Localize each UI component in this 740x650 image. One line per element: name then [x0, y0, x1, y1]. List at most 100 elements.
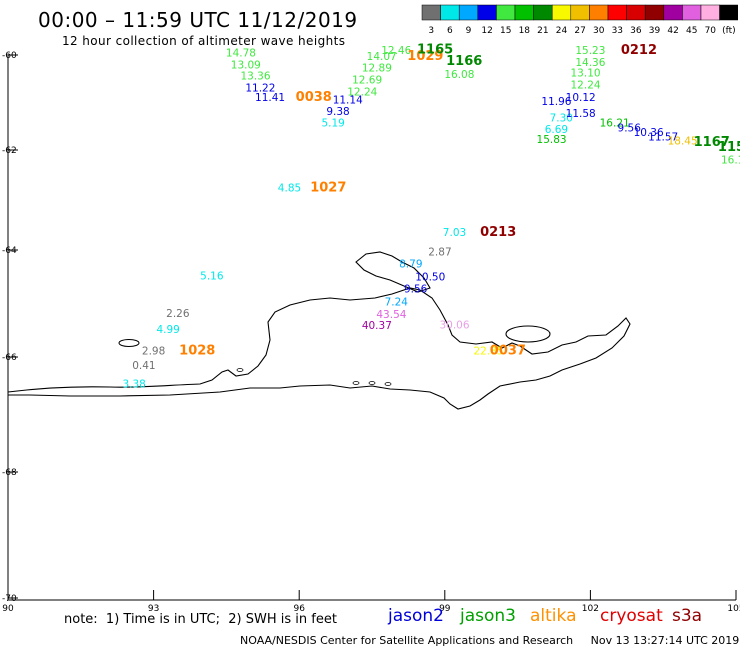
x-tick-label: 96 — [293, 604, 305, 614]
wave-height-label: 10.12 — [566, 92, 596, 104]
wave-height-label: 15.23 — [575, 45, 605, 57]
wave-height-label: 12.24 — [347, 86, 377, 98]
wave-height-label: 43.54 — [376, 309, 406, 321]
wave-height-label: 6.69 — [545, 124, 568, 136]
legend-cryosat: cryosat — [600, 606, 663, 626]
colorbar-label: 9 — [466, 26, 472, 36]
pass-time-label: 1028 — [179, 343, 215, 358]
wave-height-label: 2.26 — [166, 308, 190, 320]
wave-height-label: 7.30 — [550, 113, 573, 125]
wave-height-label: 10.50 — [415, 271, 445, 283]
wave-height-label: 11.14 — [333, 94, 363, 106]
wave-height-label: 9.56 — [618, 122, 642, 134]
legend-altika: altika — [530, 606, 577, 626]
colorbar-label: (ft) — [722, 26, 736, 36]
islet-outline — [236, 368, 244, 372]
wave-height-label: 12.46 — [381, 45, 411, 57]
islet-outline — [368, 381, 376, 385]
colorbar-label: 12 — [481, 26, 492, 36]
chart-title: 00:00 – 11:59 UTC 11/12/2019 — [38, 8, 358, 32]
wave-height-label: 9.38 — [326, 106, 349, 118]
wave-height-label: 13.36 — [240, 71, 270, 83]
y-tick-label: -66 — [2, 353, 17, 363]
colorbar-label: 45 — [686, 26, 697, 36]
wave-height-label: 5.16 — [200, 270, 224, 282]
y-tick-label: -62 — [2, 146, 17, 156]
wave-height-label: 12.89 — [362, 63, 392, 75]
wave-height-label: 7.24 — [385, 297, 409, 309]
wave-height-label: 2.98 — [142, 345, 165, 357]
credit-line: NOAA/NESDIS Center for Satellite Applica… — [240, 634, 740, 647]
wave-height-label: 11.96 — [541, 96, 571, 108]
x-tick-label: 93 — [148, 604, 159, 614]
wave-height-label: 14.07 — [367, 51, 397, 63]
y-tick-label: -60 — [2, 51, 17, 61]
pass-time-label: 1167 — [694, 135, 730, 150]
islet-outline — [384, 382, 392, 386]
wave-height-label: 0.41 — [132, 360, 155, 372]
colorbar-label: 27 — [574, 26, 585, 36]
x-tick-label: 105 — [727, 604, 740, 614]
colorbar-label: 70 — [705, 26, 717, 36]
island-outline — [505, 325, 551, 343]
colorbar-label: 3 — [428, 26, 434, 36]
colorbar-swatch — [719, 4, 738, 21]
pass-time-label: 1029 — [407, 49, 443, 64]
pass-time-label: 0038 — [296, 90, 332, 105]
colorbar-label: 33 — [612, 26, 623, 36]
colorbar-legend: 3 6 9 12 15 18 21 24 27 30 33 36 39 42 45 70 (ft) — [421, 4, 738, 36]
wave-height-label: 22.85 — [473, 345, 503, 357]
y-tick-label: -68 — [2, 468, 17, 478]
wave-height-label: 11.41 — [255, 92, 285, 104]
pass-time-label: 0213 — [480, 225, 516, 240]
island-outline — [355, 251, 431, 293]
wave-height-label: 13.10 — [571, 67, 601, 79]
wave-height-label: 5.19 — [321, 117, 344, 129]
y-tick-label: -64 — [2, 246, 17, 256]
wave-height-label: 18.45 — [668, 135, 698, 147]
colorbar-label: 6 — [447, 26, 453, 36]
footnote: note: 1) Time is in UTC; 2) SWH is in fe… — [64, 612, 337, 627]
wave-height-label: 4.99 — [156, 324, 179, 336]
wave-height-label: 16.08 — [444, 69, 474, 81]
colorbar-label: 42 — [667, 26, 678, 36]
pass-time-label: 0037 — [490, 343, 526, 358]
wave-height-label: 2.87 — [428, 246, 451, 258]
legend-s3a: s3a — [672, 606, 703, 626]
pass-time-label: 1157 — [718, 140, 740, 155]
wave-height-label: 15.83 — [537, 134, 567, 146]
chart-subtitle: 12 hour collection of altimeter wave hei… — [62, 34, 346, 48]
wave-height-label: 30.06 — [439, 320, 469, 332]
legend-jason2: jason2 — [388, 606, 444, 626]
legend-jason3: jason3 — [460, 606, 516, 626]
wave-height-label: 12.69 — [352, 75, 382, 87]
colorbar-label: 21 — [537, 26, 548, 36]
colorbar-label: 18 — [519, 26, 531, 36]
x-tick-label: 99 — [439, 604, 451, 614]
coastline — [7, 287, 631, 410]
wave-height-label: 11.57 — [648, 132, 678, 144]
wave-height-label: 7.03 — [443, 227, 466, 239]
wave-height-label: 11.22 — [245, 83, 275, 95]
x-tick-label: 90 — [2, 604, 14, 614]
pass-time-label: 1166 — [446, 54, 482, 69]
colorbar-label: 39 — [649, 26, 661, 36]
wave-height-label: 4.85 — [278, 183, 301, 195]
pass-time-label: 1165 — [417, 43, 453, 58]
wave-height-label: 3.38 — [122, 378, 145, 390]
wave-height-label: 8.79 — [399, 259, 422, 271]
wave-height-label: 14.36 — [575, 57, 605, 69]
y-tick-label: -70 — [2, 594, 17, 604]
islet-outline — [352, 381, 360, 385]
wave-height-label: 16.14 — [721, 155, 740, 167]
colorbar-label: 30 — [593, 26, 605, 36]
colorbar-label: 24 — [556, 26, 568, 36]
wave-height-label: 12.24 — [571, 79, 601, 91]
wave-height-label: 14.78 — [226, 47, 256, 59]
wave-height-label: 9.56 — [404, 283, 428, 295]
wave-height-label: 13.09 — [231, 59, 261, 71]
island-outline — [118, 339, 140, 347]
pass-time-label: 0212 — [621, 43, 657, 58]
